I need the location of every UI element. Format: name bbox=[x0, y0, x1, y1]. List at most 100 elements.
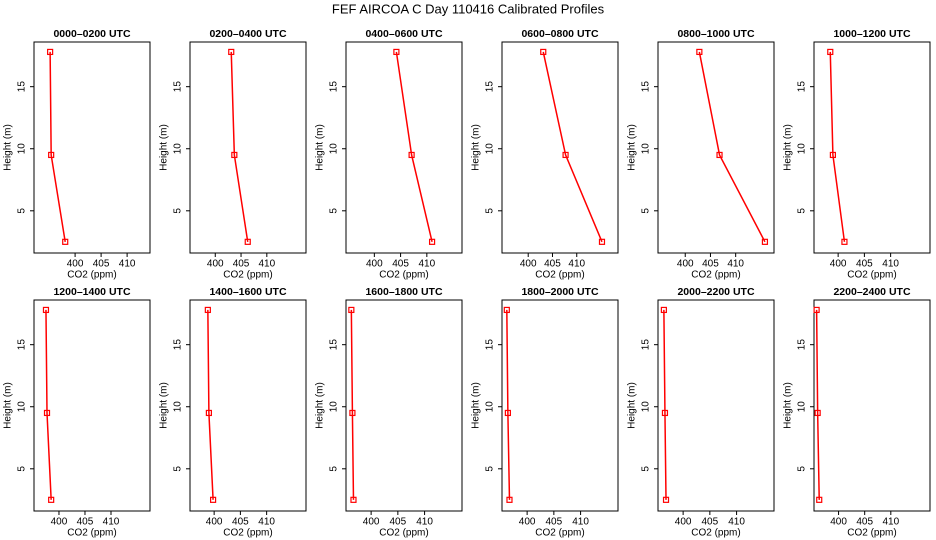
profile-point bbox=[349, 409, 356, 417]
profile-point bbox=[503, 306, 510, 314]
plot-frame bbox=[813, 41, 931, 254]
x-axis-label: CO2 (ppm) bbox=[379, 528, 428, 539]
plot-frame bbox=[33, 41, 151, 254]
x-tick-label: 405 bbox=[702, 517, 719, 528]
y-tick-label: 10 bbox=[173, 401, 184, 413]
profile-point bbox=[813, 306, 820, 314]
profile-point bbox=[408, 151, 415, 159]
profile-point bbox=[348, 306, 355, 314]
x-tick-label: 410 bbox=[728, 517, 745, 528]
y-axis-label: Height (m) bbox=[627, 124, 638, 171]
plot-frame bbox=[501, 41, 619, 254]
y-tick-label: 10 bbox=[797, 401, 808, 413]
profile-point bbox=[48, 496, 55, 503]
profile-point bbox=[816, 496, 823, 503]
profile-point bbox=[829, 151, 836, 159]
y-tick-label: 5 bbox=[641, 466, 652, 472]
panel-title: 2000–2200 UTC bbox=[677, 286, 754, 298]
profile-line bbox=[663, 309, 667, 500]
x-tick-label: 400 bbox=[677, 259, 694, 270]
profile-line bbox=[829, 51, 846, 242]
y-tick-label: 15 bbox=[485, 81, 496, 93]
y-tick-label: 10 bbox=[485, 401, 496, 413]
x-tick-label: 400 bbox=[520, 259, 537, 270]
profile-point bbox=[428, 238, 436, 245]
y-axis-label: Height (m) bbox=[471, 124, 482, 171]
profile-point bbox=[43, 409, 51, 417]
x-tick-label: 410 bbox=[258, 517, 275, 528]
x-tick-label: 405 bbox=[856, 259, 873, 270]
x-tick-label: 410 bbox=[418, 259, 435, 270]
x-axis-label: CO2 (ppm) bbox=[67, 270, 116, 281]
profile-point bbox=[660, 306, 667, 314]
y-tick-label: 10 bbox=[641, 401, 652, 413]
x-axis-label: CO2 (ppm) bbox=[847, 528, 896, 539]
y-axis-label: Height (m) bbox=[159, 124, 170, 171]
y-axis-label: Height (m) bbox=[627, 382, 638, 429]
profile-line bbox=[395, 51, 433, 243]
profile-line bbox=[45, 309, 52, 500]
panel-title: 0800–1000 UTC bbox=[677, 28, 754, 40]
y-axis-label: Height (m) bbox=[783, 124, 794, 171]
profile-point bbox=[662, 496, 670, 503]
profile-line bbox=[506, 309, 511, 500]
y-tick-label: 15 bbox=[17, 339, 28, 351]
profile-point bbox=[228, 48, 235, 56]
x-tick-label: 400 bbox=[830, 259, 847, 270]
x-tick-label: 410 bbox=[258, 259, 275, 270]
panel-title: 1800–2000 UTC bbox=[521, 286, 598, 298]
profile-line bbox=[230, 51, 249, 242]
x-tick-label: 400 bbox=[675, 517, 692, 528]
y-tick-label: 5 bbox=[641, 208, 652, 214]
x-tick-label: 400 bbox=[67, 259, 84, 270]
panel-title: 1200–1400 UTC bbox=[53, 286, 130, 298]
x-tick-label: 410 bbox=[119, 259, 136, 270]
x-tick-label: 405 bbox=[93, 259, 110, 270]
profile-line bbox=[207, 309, 214, 500]
page-title: FEF AIRCOA C Day 110416 Calibrated Profi… bbox=[332, 1, 605, 16]
x-axis-label: CO2 (ppm) bbox=[223, 270, 272, 281]
y-tick-label: 5 bbox=[485, 208, 496, 214]
profile-point bbox=[204, 306, 211, 314]
profile-point bbox=[244, 238, 251, 245]
y-tick-label: 15 bbox=[797, 339, 808, 351]
y-tick-label: 5 bbox=[173, 466, 184, 472]
y-tick-label: 10 bbox=[173, 143, 184, 155]
profile-line bbox=[698, 51, 766, 243]
profile-point bbox=[827, 48, 834, 56]
y-tick-label: 10 bbox=[641, 143, 652, 155]
profile-point bbox=[205, 409, 212, 417]
profile-point bbox=[48, 151, 55, 159]
x-tick-label: 405 bbox=[232, 517, 249, 528]
y-tick-label: 5 bbox=[173, 208, 184, 214]
y-tick-label: 15 bbox=[329, 81, 340, 93]
x-axis-label: CO2 (ppm) bbox=[847, 270, 896, 281]
profile-point bbox=[598, 238, 606, 245]
plot-frame bbox=[501, 299, 619, 512]
y-tick-label: 5 bbox=[329, 466, 340, 472]
x-tick-label: 405 bbox=[856, 517, 873, 528]
profile-point bbox=[540, 48, 547, 56]
x-tick-label: 410 bbox=[882, 259, 899, 270]
profile-point bbox=[562, 151, 569, 159]
y-tick-label: 15 bbox=[173, 339, 184, 351]
x-axis-label: CO2 (ppm) bbox=[223, 528, 272, 539]
y-axis-label: Height (m) bbox=[783, 382, 794, 429]
x-axis-label: CO2 (ppm) bbox=[535, 270, 584, 281]
x-tick-label: 405 bbox=[546, 517, 563, 528]
profile-line bbox=[542, 51, 603, 243]
panel-title: 1400–1600 UTC bbox=[209, 286, 286, 298]
profile-point bbox=[504, 409, 511, 417]
profile-point bbox=[841, 238, 848, 245]
profile-line bbox=[350, 309, 355, 500]
y-axis-label: Height (m) bbox=[3, 382, 14, 429]
y-axis-label: Height (m) bbox=[159, 382, 170, 429]
x-tick-label: 410 bbox=[103, 517, 120, 528]
plot-frame bbox=[345, 299, 463, 512]
x-tick-label: 400 bbox=[830, 517, 847, 528]
y-tick-label: 5 bbox=[17, 466, 28, 472]
y-tick-label: 10 bbox=[17, 143, 28, 155]
y-tick-label: 10 bbox=[797, 143, 808, 155]
y-tick-label: 5 bbox=[797, 208, 808, 214]
